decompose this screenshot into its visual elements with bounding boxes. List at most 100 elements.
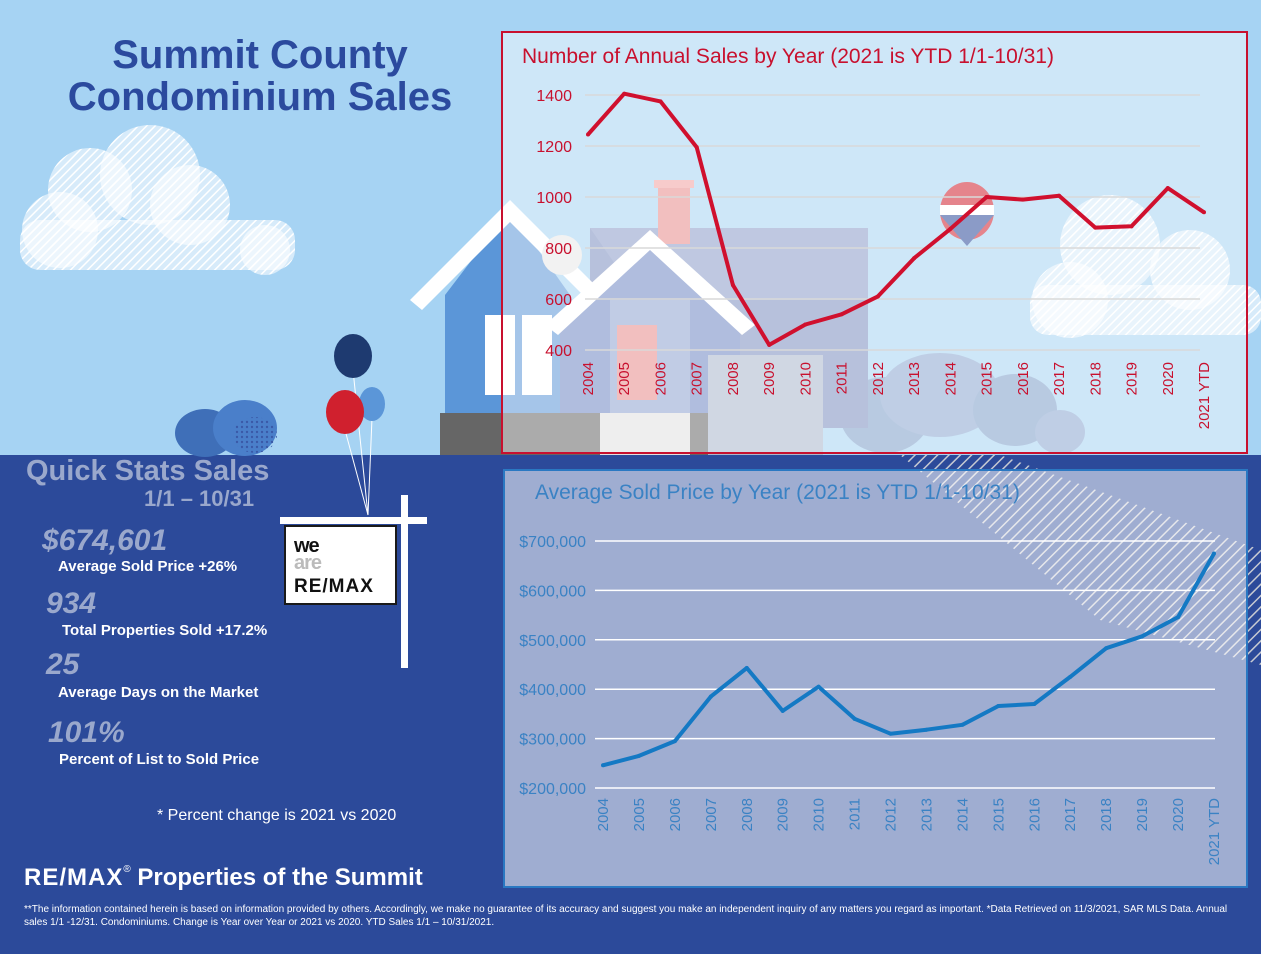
data-point [1104,646,1109,651]
data-point [803,322,808,327]
avg-price-chart-frame [503,469,1248,888]
x-tick-label: 2017 [1051,362,1068,395]
data-point [888,731,893,736]
data-point [744,665,749,670]
page-title-line2: Condominium Sales [67,75,453,119]
x-tick-label: 2010 [811,798,828,831]
sign-line-are: are [294,552,322,574]
data-point [1032,702,1037,707]
annual-sales-chart-title: Number of Annual Sales by Year (2021 is … [522,45,1054,68]
data-point [984,195,989,199]
x-tick-label: 2018 [1098,798,1115,831]
y-tick-label: 800 [545,241,572,258]
data-point [816,684,821,689]
bush-right [840,353,1085,454]
avg-price-chart-title: Average Sold Price by Year (2021 is YTD … [535,481,1020,504]
data-point [601,763,605,768]
data-point [996,703,1001,708]
data-point [1020,197,1025,202]
data-point [1140,634,1145,639]
x-tick-label: 2019 [1124,362,1141,395]
data-point [960,722,965,727]
x-tick-label: 2006 [652,362,669,395]
x-tick-label: 2012 [883,798,900,831]
quick-stats-title: Quick Stats Sales [26,455,270,487]
x-tick-label: 2009 [775,798,792,831]
data-point [672,739,677,744]
y-tick-label: 1000 [536,190,572,207]
bush-left [175,400,277,457]
stat-value-days-on-market: 25 [46,648,80,681]
yard-sign-post [280,495,427,668]
y-tick-label: $400,000 [519,682,586,699]
page-title: Summit County Condominium Sales [30,34,490,118]
stat-value-total-sold: 934 [46,587,97,620]
x-tick-label: 2007 [689,362,706,395]
stat-label-avg-price: Average Sold Price +26% [58,558,238,575]
y-tick-label: 400 [545,343,572,360]
page-title-line1: Summit County [112,33,408,77]
stat-label-list-to-sold: Percent of List to Sold Price [59,751,260,768]
data-point [1057,193,1062,198]
x-tick-label: 2004 [595,798,612,831]
avg-price-chart: $200,000 $300,000 $400,000 $500,000 $600,000… [503,469,1248,888]
x-tick-label: 2007 [703,798,720,831]
x-tick-label: 2006 [667,798,684,831]
x-tick-label: 2021 YTD [1206,798,1223,865]
x-tick-label: 2016 [1026,798,1043,831]
y-tick-label: $700,000 [519,534,586,551]
x-tick-label: 2009 [761,362,778,395]
data-point [948,226,953,231]
x-tick-label: 2020 [1170,798,1187,831]
x-tick-label: 2014 [954,798,971,831]
x-tick-label: 2021 YTD [1196,362,1213,429]
trademark-mark: ® [123,864,131,875]
x-tick-label: 2016 [1015,362,1032,395]
x-tick-label: 2005 [616,362,633,395]
quick-stats-range: 1/1 – 10/31 [144,486,255,511]
x-tick-label: 2015 [979,362,996,395]
data-point [875,294,880,299]
x-tick-label: 2008 [739,798,756,831]
x-tick-label: 2013 [918,798,935,831]
x-tick-label: 2018 [1087,362,1104,395]
remax-logo: RE/MAX [24,864,124,891]
stat-label-days-on-market: Average Days on the Market [58,684,259,701]
data-point [780,708,785,713]
x-tick-label: 2012 [870,362,887,395]
data-point [694,145,699,150]
stat-value-list-to-sold: 101% [48,716,125,749]
percent-change-footnote: * Percent change is 2021 vs 2020 [157,807,397,824]
data-point [924,727,929,732]
stat-label-total-sold: Total Properties Sold +17.2% [62,622,268,639]
stat-value-avg-price: $674,601 [42,524,168,557]
y-tick-label: $500,000 [519,633,586,650]
x-tick-label: 2019 [1134,798,1151,831]
annual-sales-chart-frame [501,31,1248,454]
data-point [1212,551,1216,556]
series-line [586,91,1206,347]
annual-sales-chart: 400 600 800 1000 1200 1400 2004 2005 2006 2007 20… [501,31,1248,454]
balloons [326,334,385,516]
data-point [708,694,713,699]
data-point [1129,224,1134,229]
data-point [1176,615,1181,620]
x-tick-label: 2013 [906,362,923,395]
data-point [658,99,663,104]
data-point [839,312,844,317]
x-tick-label: 2017 [1062,798,1079,831]
x-tick-label: 2004 [580,362,597,395]
x-tick-label: 2011 [834,362,851,394]
sign-line-remax: RE/MAX [294,576,374,597]
y-tick-label: 1400 [536,88,572,105]
y-tick-label: 600 [545,292,572,309]
x-tick-label: 2015 [990,798,1007,831]
brand-name: Properties of the Summit [137,864,423,891]
data-point [852,716,857,721]
x-tick-label: 2010 [797,362,814,395]
data-point [1165,186,1170,191]
data-point [586,132,590,137]
y-tick-label: $300,000 [519,732,586,749]
y-tick-label: 1200 [536,139,572,156]
